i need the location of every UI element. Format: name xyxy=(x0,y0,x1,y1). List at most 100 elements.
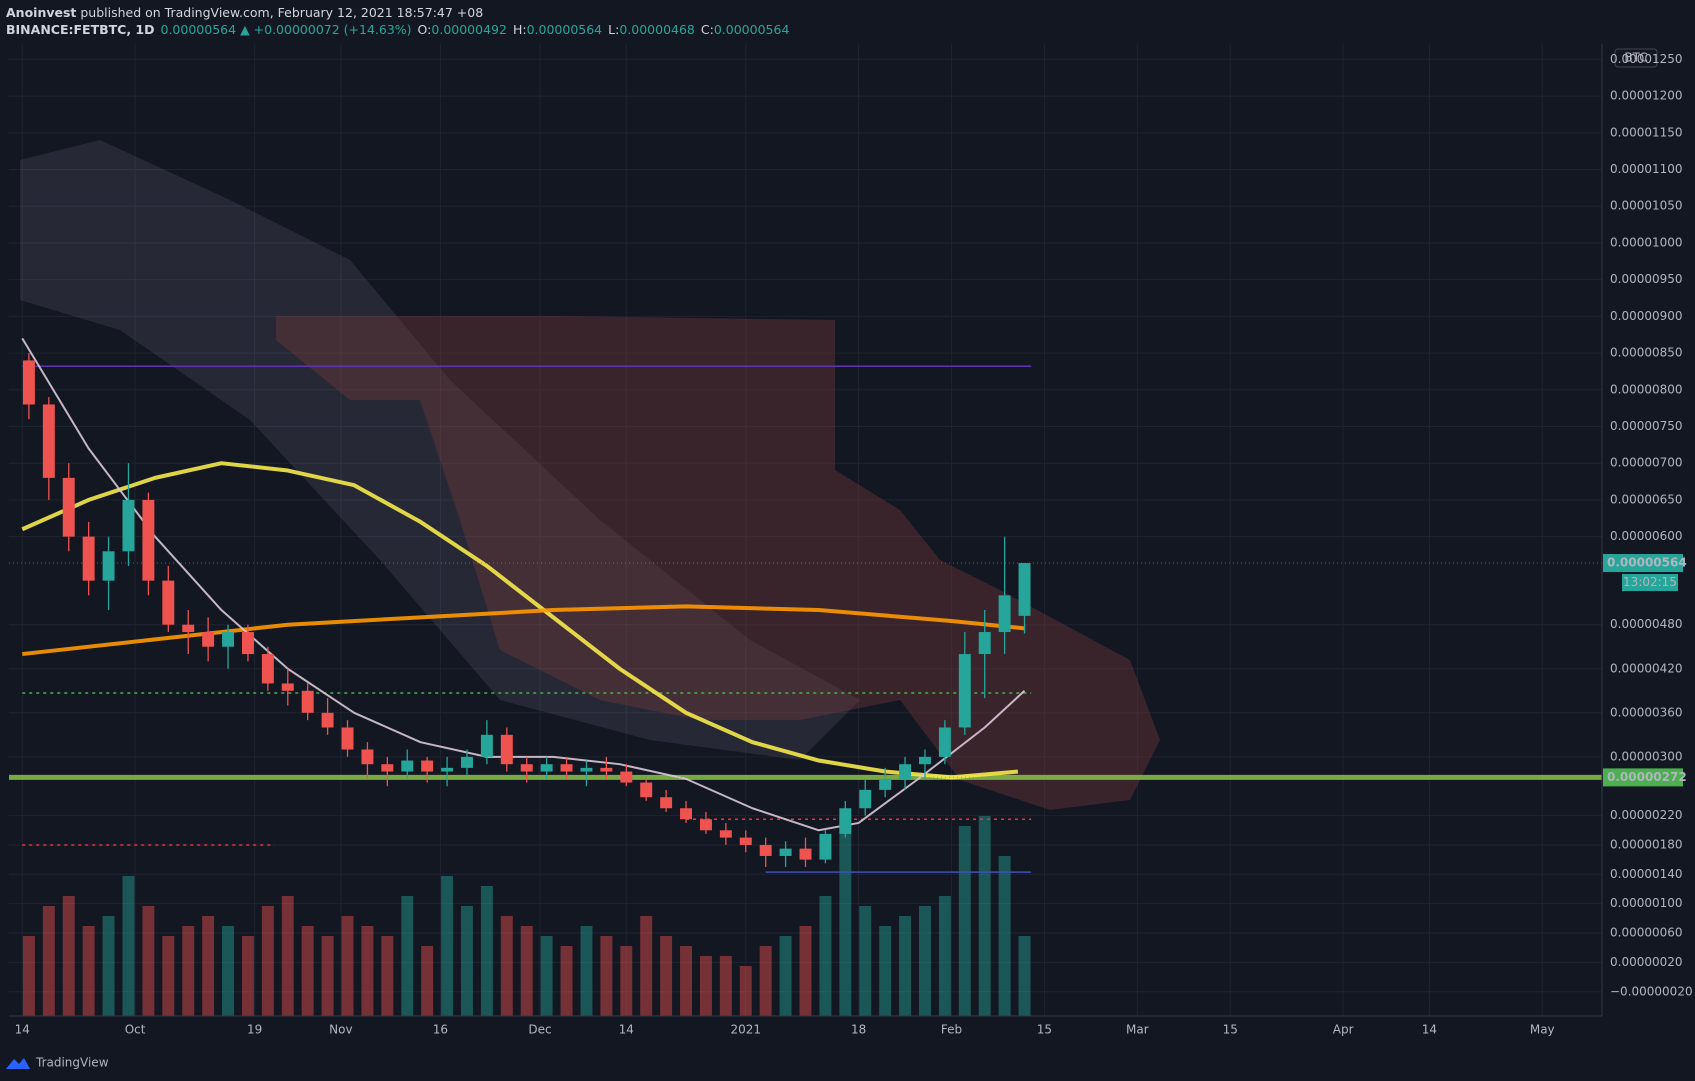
logo-icon xyxy=(6,1058,30,1069)
candle-body xyxy=(540,764,553,772)
countdown: 13:02:15 xyxy=(1623,575,1677,589)
candle-body xyxy=(938,727,951,757)
volume-bar xyxy=(938,896,951,1016)
volume-bar xyxy=(421,946,434,1016)
y-tick-label: 0.00000360 xyxy=(1610,705,1683,719)
x-tick-label: 19 xyxy=(247,1023,262,1037)
candle-body xyxy=(361,749,374,765)
grid xyxy=(9,44,1602,1016)
candle-body xyxy=(222,632,235,647)
candle-body xyxy=(102,551,115,581)
currency-label: BTC xyxy=(1624,51,1647,65)
x-tick-label: 16 xyxy=(433,1023,448,1037)
ohlc-value: 0.00000564 xyxy=(714,22,790,37)
volume-bar xyxy=(660,936,673,1016)
x-tick-label: Apr xyxy=(1333,1023,1354,1037)
candle-body xyxy=(759,844,772,856)
candle-body xyxy=(779,848,792,856)
candle-body xyxy=(82,536,95,581)
candle-body xyxy=(560,764,573,772)
candle-body xyxy=(162,580,175,625)
y-tick-label: 0.00000800 xyxy=(1610,382,1683,396)
ohlc-value: 0.00000492 xyxy=(431,22,507,37)
volume-bar xyxy=(779,936,792,1016)
candle-body xyxy=(42,404,55,478)
candle-body xyxy=(899,764,912,779)
volume-bar xyxy=(241,936,254,1016)
volume-bar xyxy=(261,906,274,1016)
moving-average xyxy=(21,337,1026,832)
x-tick-label: Mar xyxy=(1126,1023,1149,1037)
x-tick-label: 18 xyxy=(851,1023,866,1037)
volume-layer xyxy=(22,816,1031,1016)
candle-body xyxy=(301,690,314,713)
candle-body xyxy=(22,360,35,405)
volume-bar xyxy=(1018,936,1031,1016)
candle-body xyxy=(341,727,354,750)
price-label: 0.00000564 xyxy=(1607,556,1687,570)
price-label-box xyxy=(1603,554,1683,573)
volume-bar xyxy=(102,916,115,1016)
candle-body xyxy=(480,734,493,757)
y-tick-label: 0.00000650 xyxy=(1610,492,1683,506)
candle-body xyxy=(699,819,712,831)
y-tick-label: 0.00000420 xyxy=(1610,661,1683,675)
candle-body xyxy=(1018,563,1031,616)
y-tick-label: 0.00000850 xyxy=(1610,346,1683,360)
y-tick-label: 0.00000220 xyxy=(1610,808,1683,822)
x-tick-label: Dec xyxy=(528,1023,551,1037)
candle-body xyxy=(998,595,1011,633)
publish-line: Anoinvest published on TradingView.com, … xyxy=(6,5,483,20)
volume-bar xyxy=(361,926,374,1016)
volume-bar xyxy=(222,926,235,1016)
currency-box xyxy=(1614,48,1658,68)
brand: TradingView xyxy=(35,1056,109,1070)
change: ▲ +0.00000072 (+14.63%) xyxy=(240,22,411,37)
countdown-box xyxy=(1622,574,1678,592)
candle-body xyxy=(62,477,75,537)
y-tick-label: 0.00001000 xyxy=(1610,235,1683,249)
ohlc-key: L: xyxy=(608,22,619,37)
volume-bar xyxy=(122,876,135,1016)
candle-body xyxy=(839,808,852,834)
y-tick-label: 0.00000140 xyxy=(1610,867,1683,881)
ohlc-key: C: xyxy=(701,22,714,37)
x-tick-label: 15 xyxy=(1223,1023,1238,1037)
volume-bar xyxy=(600,936,613,1016)
moving-average xyxy=(21,461,1019,780)
y-tick-label: 0.00000700 xyxy=(1610,456,1683,470)
y-tick-label: −0.00000020 xyxy=(1610,984,1693,998)
candle-body xyxy=(600,767,613,772)
candle-body xyxy=(321,712,334,728)
candle-body xyxy=(660,797,673,809)
candle-body xyxy=(202,632,215,647)
candle-body xyxy=(500,734,513,765)
volume-bar xyxy=(859,906,872,1016)
volume-bar xyxy=(500,916,513,1016)
x-tick-label: Feb xyxy=(941,1023,962,1037)
ohlc-value: 0.00000564 xyxy=(527,22,603,37)
candle-body xyxy=(859,789,872,809)
published: published on TradingView.com, February 1… xyxy=(76,5,483,20)
y-tick-label: 0.00000900 xyxy=(1610,309,1683,323)
candle-body xyxy=(401,760,414,772)
volume-bar xyxy=(520,926,533,1016)
candle-body xyxy=(461,756,473,768)
y-tick-label: 0.00001050 xyxy=(1610,199,1683,213)
y-tick-label: 0.00000600 xyxy=(1610,529,1683,543)
candle-body xyxy=(241,632,254,655)
candle-body xyxy=(919,756,931,765)
volume-bar xyxy=(998,856,1011,1016)
ichimoku-cloud xyxy=(20,140,860,760)
ohlc-key: H: xyxy=(513,22,527,37)
x-tick-label: 14 xyxy=(15,1023,30,1037)
volume-bar xyxy=(22,936,35,1016)
marks-layer xyxy=(9,337,1602,873)
footer-logo: TradingView xyxy=(6,1056,109,1070)
volume-bar xyxy=(42,906,55,1016)
candle-body xyxy=(879,778,892,790)
candle-body xyxy=(281,683,294,691)
y-tick-label: 0.00000100 xyxy=(1610,896,1683,910)
